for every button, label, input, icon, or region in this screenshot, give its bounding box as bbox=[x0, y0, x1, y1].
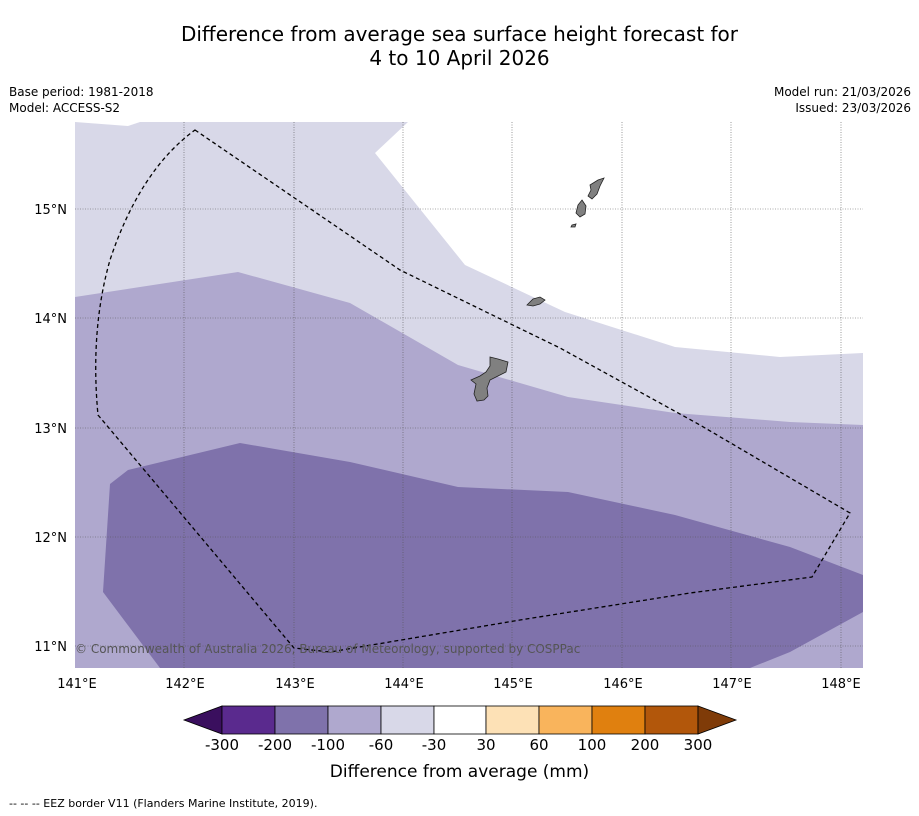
colorbar-label-minus60: -60 bbox=[368, 736, 394, 754]
colorbar-title: Difference from average (mm) bbox=[329, 762, 590, 782]
model-name: Model: ACCESS-S2 bbox=[9, 101, 121, 115]
x-tick-141: 141°E bbox=[57, 677, 97, 692]
map-area: © Commonwealth of Australia 2026, Bureau… bbox=[75, 122, 863, 668]
eez-footnote: -- -- -- EEZ border V11 (Flanders Marine… bbox=[9, 797, 318, 810]
colorbar-label-100: 100 bbox=[577, 736, 607, 754]
colorbar-label-minus30: -30 bbox=[421, 736, 447, 754]
colorbar-bin-minus100-minus60 bbox=[327, 705, 382, 735]
y-tick-15: 15°N bbox=[34, 203, 67, 218]
colorbar-label-300: 300 bbox=[683, 736, 713, 754]
y-tick-11: 11°N bbox=[34, 640, 67, 655]
title-line-1: Difference from average sea surface heig… bbox=[180, 22, 739, 46]
colorbar-label-minus200: -200 bbox=[257, 736, 293, 754]
base-period: Base period: 1981-2018 bbox=[9, 85, 154, 99]
y-tick-14: 14°N bbox=[34, 312, 67, 327]
x-axis-ticks: 141°E 142°E 143°E 144°E 145°E 146°E 147°… bbox=[57, 677, 861, 692]
y-tick-12: 12°N bbox=[34, 531, 67, 546]
grid-lines bbox=[75, 122, 863, 668]
x-tick-148: 148°E bbox=[821, 677, 861, 692]
eez-border bbox=[95, 129, 851, 653]
island-tinian bbox=[575, 199, 587, 218]
y-axis-ticks: 15°N 14°N 13°N 12°N 11°N bbox=[34, 203, 67, 655]
colorbar-extend-right bbox=[697, 705, 738, 735]
meta-right: Model run: 21/03/2026 Issued: 23/03/2026 bbox=[774, 84, 911, 116]
colorbar-label-minus300: -300 bbox=[204, 736, 240, 754]
meta-left: Base period: 1981-2018 Model: ACCESS-S2 bbox=[9, 84, 154, 116]
colorbar-bin-minus30-30 bbox=[433, 705, 487, 735]
x-tick-146: 146°E bbox=[603, 677, 643, 692]
chart-title: Difference from average sea surface heig… bbox=[0, 22, 919, 70]
island-guam bbox=[470, 356, 509, 402]
x-tick-143: 143°E bbox=[275, 677, 315, 692]
x-tick-147: 147°E bbox=[712, 677, 752, 692]
copyright-text: © Commonwealth of Australia 2026, Bureau… bbox=[75, 642, 580, 656]
colorbar-label-60: 60 bbox=[529, 736, 549, 754]
x-tick-144: 144°E bbox=[384, 677, 424, 692]
anomaly-band-minus100-minus200 bbox=[103, 443, 863, 668]
island-rota bbox=[526, 296, 546, 307]
y-tick-13: 13°N bbox=[34, 422, 67, 437]
x-tick-142: 142°E bbox=[165, 677, 205, 692]
issued-date: Issued: 23/03/2026 bbox=[795, 101, 911, 115]
colorbar-bin-100-200 bbox=[591, 705, 646, 735]
colorbar-bin-minus300-minus200 bbox=[221, 705, 276, 735]
colorbar bbox=[182, 705, 738, 735]
x-tick-145: 145°E bbox=[493, 677, 533, 692]
land-masses bbox=[470, 177, 605, 402]
colorbar-extend-left bbox=[182, 705, 223, 735]
colorbar-bin-60-100 bbox=[538, 705, 593, 735]
colorbar-label-minus100: -100 bbox=[310, 736, 346, 754]
colorbar-bin-minus60-minus30 bbox=[380, 705, 435, 735]
colorbar-bin-200-300 bbox=[644, 705, 699, 735]
island-aguijan bbox=[570, 223, 577, 228]
island-saipan bbox=[587, 177, 605, 200]
colorbar-bin-minus200-minus100 bbox=[274, 705, 329, 735]
colorbar-label-30: 30 bbox=[476, 736, 496, 754]
title-line-2: 4 to 10 April 2026 bbox=[369, 46, 550, 70]
colorbar-bin-30-60 bbox=[485, 705, 540, 735]
colorbar-label-200: 200 bbox=[630, 736, 660, 754]
model-run: Model run: 21/03/2026 bbox=[773, 85, 911, 99]
